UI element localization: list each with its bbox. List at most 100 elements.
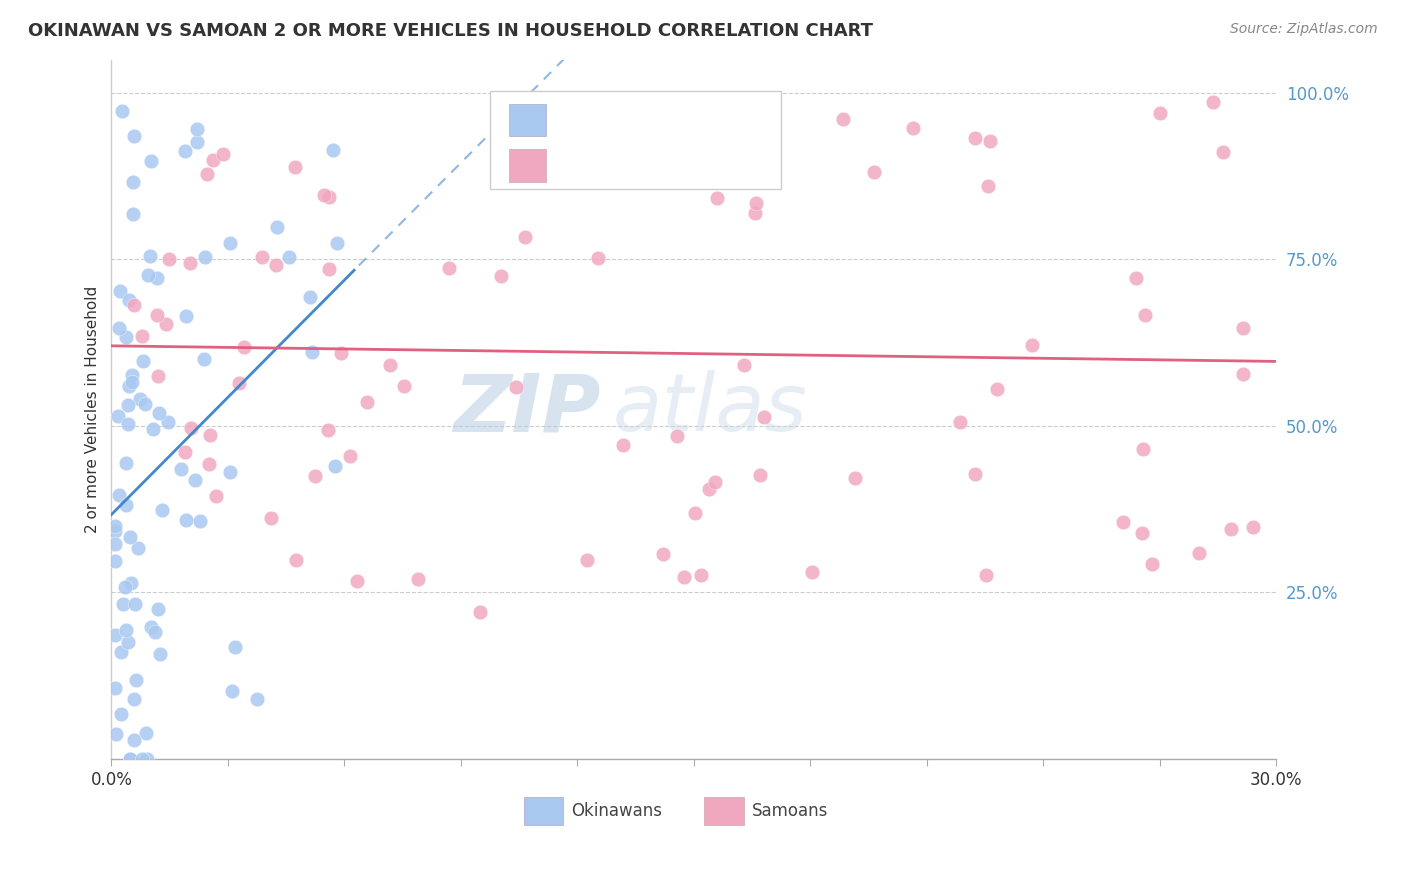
Point: [312, 187, 335, 202]
Point: [122, 207, 145, 221]
Point: [1202, 95, 1225, 110]
Point: [1220, 522, 1243, 536]
Text: 88: 88: [711, 156, 734, 175]
Point: [104, 524, 127, 539]
Point: [323, 458, 346, 473]
Point: [439, 261, 461, 276]
Text: R =: R =: [554, 156, 595, 175]
Point: [197, 458, 219, 472]
FancyBboxPatch shape: [489, 91, 782, 189]
Point: [149, 647, 172, 661]
Point: [110, 706, 132, 721]
Text: -0.047: -0.047: [598, 111, 658, 129]
Point: [115, 330, 138, 344]
Point: [576, 553, 599, 567]
Point: [104, 628, 127, 642]
Point: [146, 368, 169, 383]
Point: [683, 507, 706, 521]
Point: [318, 261, 340, 276]
Point: [378, 358, 401, 372]
Point: [264, 259, 287, 273]
Point: [117, 417, 139, 431]
Point: [138, 268, 160, 282]
Point: [142, 422, 165, 436]
Point: [607, 171, 630, 186]
Point: [124, 128, 146, 143]
Text: Source: ZipAtlas.com: Source: ZipAtlas.com: [1230, 22, 1378, 37]
Point: [224, 640, 246, 655]
Point: [304, 469, 326, 483]
Point: [322, 143, 344, 157]
Point: [134, 396, 156, 410]
Point: [326, 236, 349, 251]
Text: Samoans: Samoans: [752, 802, 828, 820]
Point: [141, 154, 163, 169]
Point: [1149, 106, 1171, 120]
Point: [1112, 516, 1135, 530]
Point: [218, 235, 240, 250]
Point: [111, 104, 134, 119]
Point: [505, 380, 527, 394]
Point: [652, 547, 675, 561]
Point: [703, 475, 725, 489]
Point: [752, 409, 775, 424]
Point: [150, 503, 173, 517]
Point: [110, 645, 132, 659]
Point: [124, 692, 146, 706]
Text: N =: N =: [671, 156, 707, 175]
Point: [693, 146, 716, 161]
Text: Okinawans: Okinawans: [571, 802, 662, 820]
Point: [183, 474, 205, 488]
Point: [118, 293, 141, 307]
Point: [117, 634, 139, 648]
Point: [131, 752, 153, 766]
Point: [832, 112, 855, 127]
Point: [129, 392, 152, 406]
Point: [495, 130, 517, 145]
Point: [977, 179, 1000, 194]
Text: 79: 79: [711, 111, 734, 129]
Text: OKINAWAN VS SAMOAN 2 OR MORE VEHICLES IN HOUSEHOLD CORRELATION CHART: OKINAWAN VS SAMOAN 2 OR MORE VEHICLES IN…: [28, 22, 873, 40]
Point: [114, 456, 136, 470]
Point: [174, 145, 197, 159]
Point: [612, 438, 634, 452]
Point: [211, 147, 233, 161]
Point: [139, 249, 162, 263]
Point: [979, 134, 1001, 148]
Text: ZIP: ZIP: [453, 370, 600, 449]
Point: [124, 733, 146, 747]
Point: [965, 467, 987, 481]
Point: [188, 514, 211, 528]
Text: atlas: atlas: [612, 370, 807, 449]
Point: [122, 175, 145, 189]
Point: [1188, 546, 1211, 560]
Point: [120, 575, 142, 590]
Point: [949, 415, 972, 429]
Point: [318, 190, 340, 204]
Point: [179, 256, 201, 270]
Text: R =: R =: [554, 111, 591, 129]
Point: [346, 574, 368, 589]
Point: [107, 320, 129, 334]
Point: [157, 252, 180, 266]
Point: [174, 309, 197, 323]
Point: [170, 461, 193, 475]
Point: [156, 415, 179, 429]
Text: N =: N =: [671, 111, 707, 129]
Point: [201, 153, 224, 167]
Point: [339, 450, 361, 464]
Point: [316, 423, 339, 437]
Point: [702, 125, 724, 139]
Point: [1142, 557, 1164, 571]
Point: [963, 130, 986, 145]
Point: [139, 620, 162, 634]
Point: [108, 488, 131, 502]
Point: [186, 136, 208, 150]
Point: [125, 673, 148, 687]
Point: [749, 467, 772, 482]
Point: [266, 219, 288, 234]
Point: [1021, 338, 1043, 352]
Point: [260, 511, 283, 525]
Point: [299, 290, 322, 304]
Point: [122, 298, 145, 312]
